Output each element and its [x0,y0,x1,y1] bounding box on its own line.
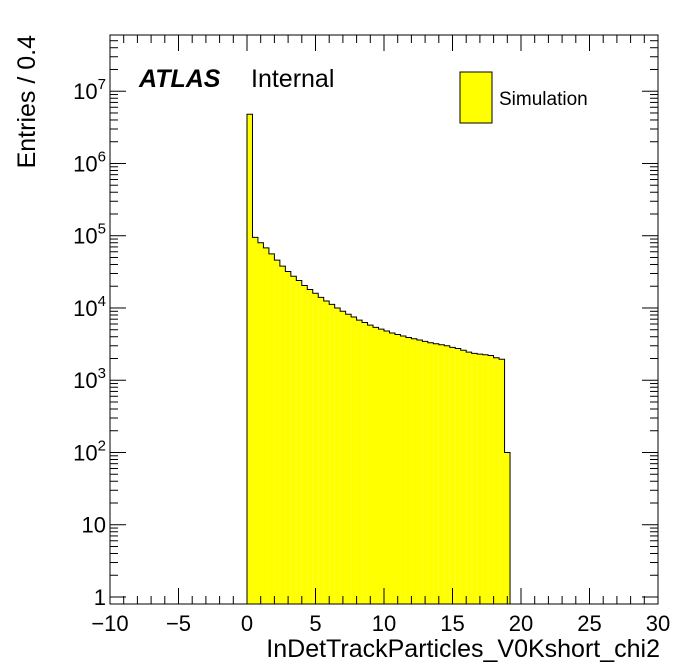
histogram-bin [318,297,324,604]
histogram-bin [493,357,500,604]
histogram-bin [362,322,368,604]
histogram-bin [433,343,439,604]
histogram-bin [405,337,412,604]
histogram-bin [384,331,390,604]
y-tick-label: 104 [73,293,106,321]
histogram-bin [427,342,434,604]
histogram-bin [367,325,374,604]
x-tick-label: 20 [509,611,533,636]
x-axis-label: InDetTrackParticles_V0Kshort_chi2 [266,635,660,663]
histogram-bin [257,242,264,604]
histogram-bin [345,314,352,604]
histogram-bin [274,260,280,604]
histogram-outline [246,113,511,604]
histogram-bin [449,347,456,604]
histogram-bars [246,113,511,604]
x-tick-label: 15 [440,611,464,636]
legend-entry-simulation: Simulation [499,89,588,110]
x-tick-label: 5 [309,611,321,636]
histogram-bin [477,354,483,604]
y-tick-label: 105 [73,221,106,249]
histogram-bin [263,247,269,604]
histogram-bin [301,285,308,604]
histogram-bin [334,307,341,604]
histogram-bin [400,335,406,604]
histogram-bin [378,329,384,604]
histogram-bin [268,253,275,604]
histogram-bin [329,304,335,604]
histogram-bin [279,266,286,604]
histogram-bin [356,320,363,604]
histogram-bin [482,354,489,604]
histogram-bin [444,345,450,604]
histogram-bin [394,334,401,604]
x-tick-label: −10 [91,611,128,636]
histogram-bin [351,317,357,604]
x-tick-label: 0 [241,611,253,636]
histogram-bin [471,353,478,604]
histogram-bin [290,276,297,604]
y-tick-label: 107 [73,76,106,104]
x-tick-label: −5 [166,611,191,636]
histogram-bin [438,344,445,604]
legend-swatch-simulation [459,71,493,124]
x-tick-labels: −10 −5 0 5 10 15 20 25 30 [91,611,670,636]
histogram-bin [416,340,423,604]
histogram-bin [389,333,395,604]
histogram-bin [488,355,494,604]
histogram-bin [323,300,330,604]
atlas-label-bold: ATLAS [138,65,221,93]
histogram-bin [499,359,505,604]
histogram-bin [422,341,428,604]
histogram-bin [247,114,253,604]
y-axis-label: Entries / 0.4 [13,35,41,168]
x-tick-label: 10 [372,611,396,636]
histogram-bin [340,311,346,604]
x-tick-label: 25 [577,611,601,636]
histogram-bin [504,452,511,604]
x-tick-label: 30 [646,611,670,636]
y-tick-label: 102 [73,437,106,465]
plot-frame [109,34,659,605]
histogram-bin [455,348,461,604]
histogram-bin [252,237,258,604]
histogram-bin [460,350,467,604]
atlas-label: ATLAS Internal [138,65,334,93]
histogram-bin [373,327,379,604]
y-tick-labels: 1 10 102 103 104 105 106 107 [73,76,106,610]
y-tick-label: 1 [94,585,106,610]
histogram-bin [307,289,313,604]
y-tick-label: 103 [73,365,106,393]
histogram-bin [296,280,302,604]
histogram-bin [466,352,472,604]
y-tick-label: 106 [73,148,106,176]
histogram-bin [411,338,417,604]
histogram-bin [285,271,291,604]
y-tick-label: 10 [82,513,106,538]
atlas-label-internal: Internal [251,65,334,93]
legend: Simulation [459,71,588,124]
histogram-bin [312,293,319,604]
